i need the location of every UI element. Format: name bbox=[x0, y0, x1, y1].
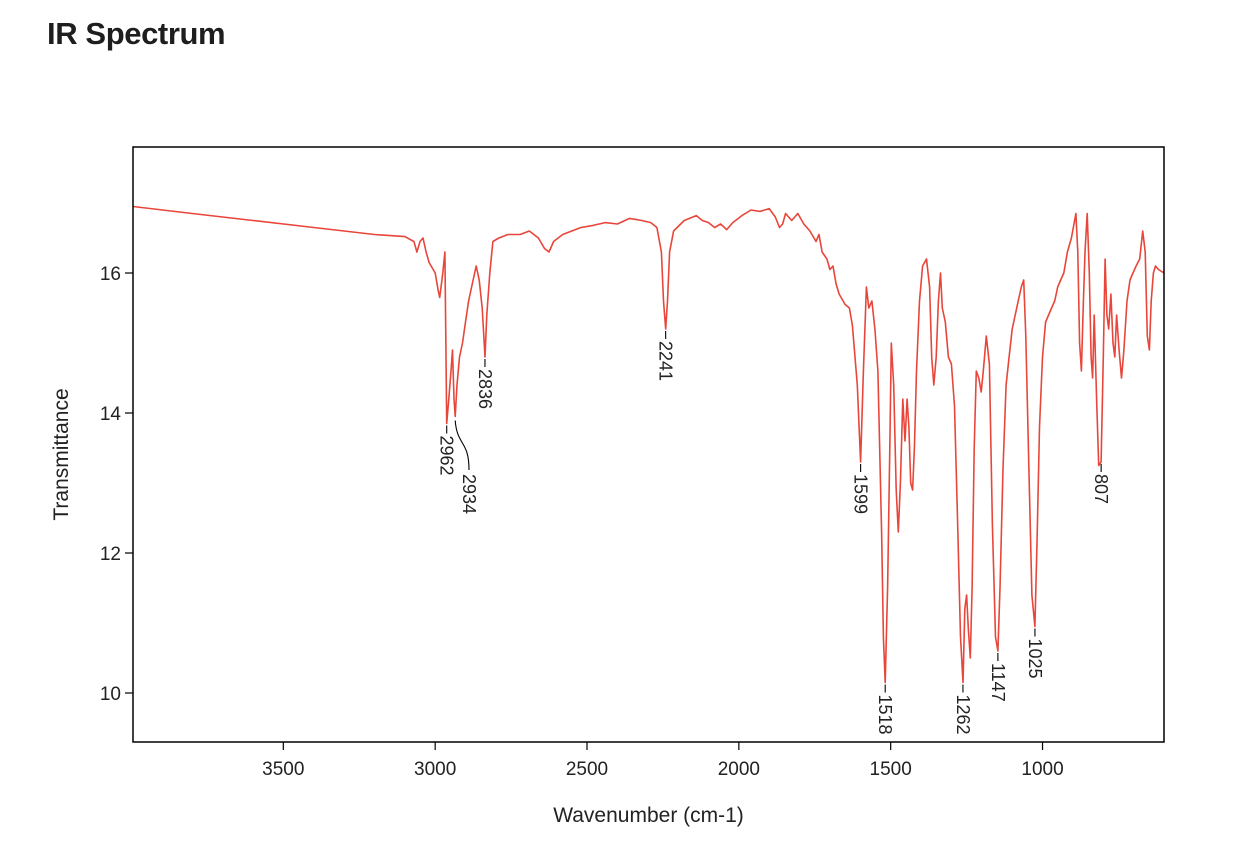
peak-label-2934: 2934 bbox=[454, 420, 479, 514]
page-title: IR Spectrum bbox=[47, 16, 226, 51]
peak-label-1262: 1262 bbox=[953, 684, 973, 735]
x-tick-label: 2000 bbox=[718, 759, 760, 780]
peak-label-text: 1147 bbox=[988, 663, 1008, 702]
peak-label-text: 2934 bbox=[459, 474, 479, 514]
peak-label-text: 2962 bbox=[437, 436, 457, 476]
plot-frame bbox=[132, 146, 1165, 743]
peak-label-1025: 1025 bbox=[1025, 628, 1045, 679]
peak-label-text: 1262 bbox=[953, 695, 973, 735]
x-tick-label: 3500 bbox=[262, 759, 304, 780]
y-tick-label: 14 bbox=[100, 404, 122, 425]
x-axis-title: Wavenumber (cm-1) bbox=[553, 804, 744, 827]
spectrum-layer bbox=[132, 205, 1165, 684]
x-tick-label: 1000 bbox=[1021, 759, 1063, 780]
peak-label-2836: 2836 bbox=[475, 359, 495, 409]
peak-label-1518: 1518 bbox=[875, 684, 895, 735]
peak-label-2962: 2962 bbox=[437, 425, 457, 476]
peak-label-1599: 1599 bbox=[851, 464, 871, 514]
y-tick-label: 10 bbox=[100, 684, 121, 705]
peak-label-text: 807 bbox=[1091, 474, 1111, 504]
x-tick-label: 2500 bbox=[566, 759, 608, 780]
peak-label-1147: 1147 bbox=[988, 653, 1008, 702]
axes-layer bbox=[132, 146, 1165, 743]
y-axis-title: Transmittance bbox=[50, 388, 73, 520]
peak-label-text: 1025 bbox=[1025, 639, 1045, 679]
peak-label-text: 1518 bbox=[875, 695, 895, 735]
ticks-layer: 3500 3000 2500 2000 1500 1000 16 14 12 10 bbox=[100, 264, 1064, 780]
y-tick-label: 16 bbox=[100, 264, 121, 285]
peak-label-text: 2241 bbox=[656, 341, 676, 381]
peak-label-text: 1599 bbox=[851, 474, 871, 514]
y-tick-label: 12 bbox=[100, 544, 121, 565]
peak-label-2241: 2241 bbox=[656, 331, 676, 381]
x-tick-label: 3000 bbox=[414, 759, 456, 780]
spectrum-line bbox=[132, 205, 1165, 684]
peak-leader-line bbox=[454, 420, 470, 471]
peak-label-807: 807 bbox=[1091, 464, 1111, 504]
x-tick-label: 1500 bbox=[870, 759, 912, 780]
peak-label-text: 2836 bbox=[475, 369, 495, 409]
